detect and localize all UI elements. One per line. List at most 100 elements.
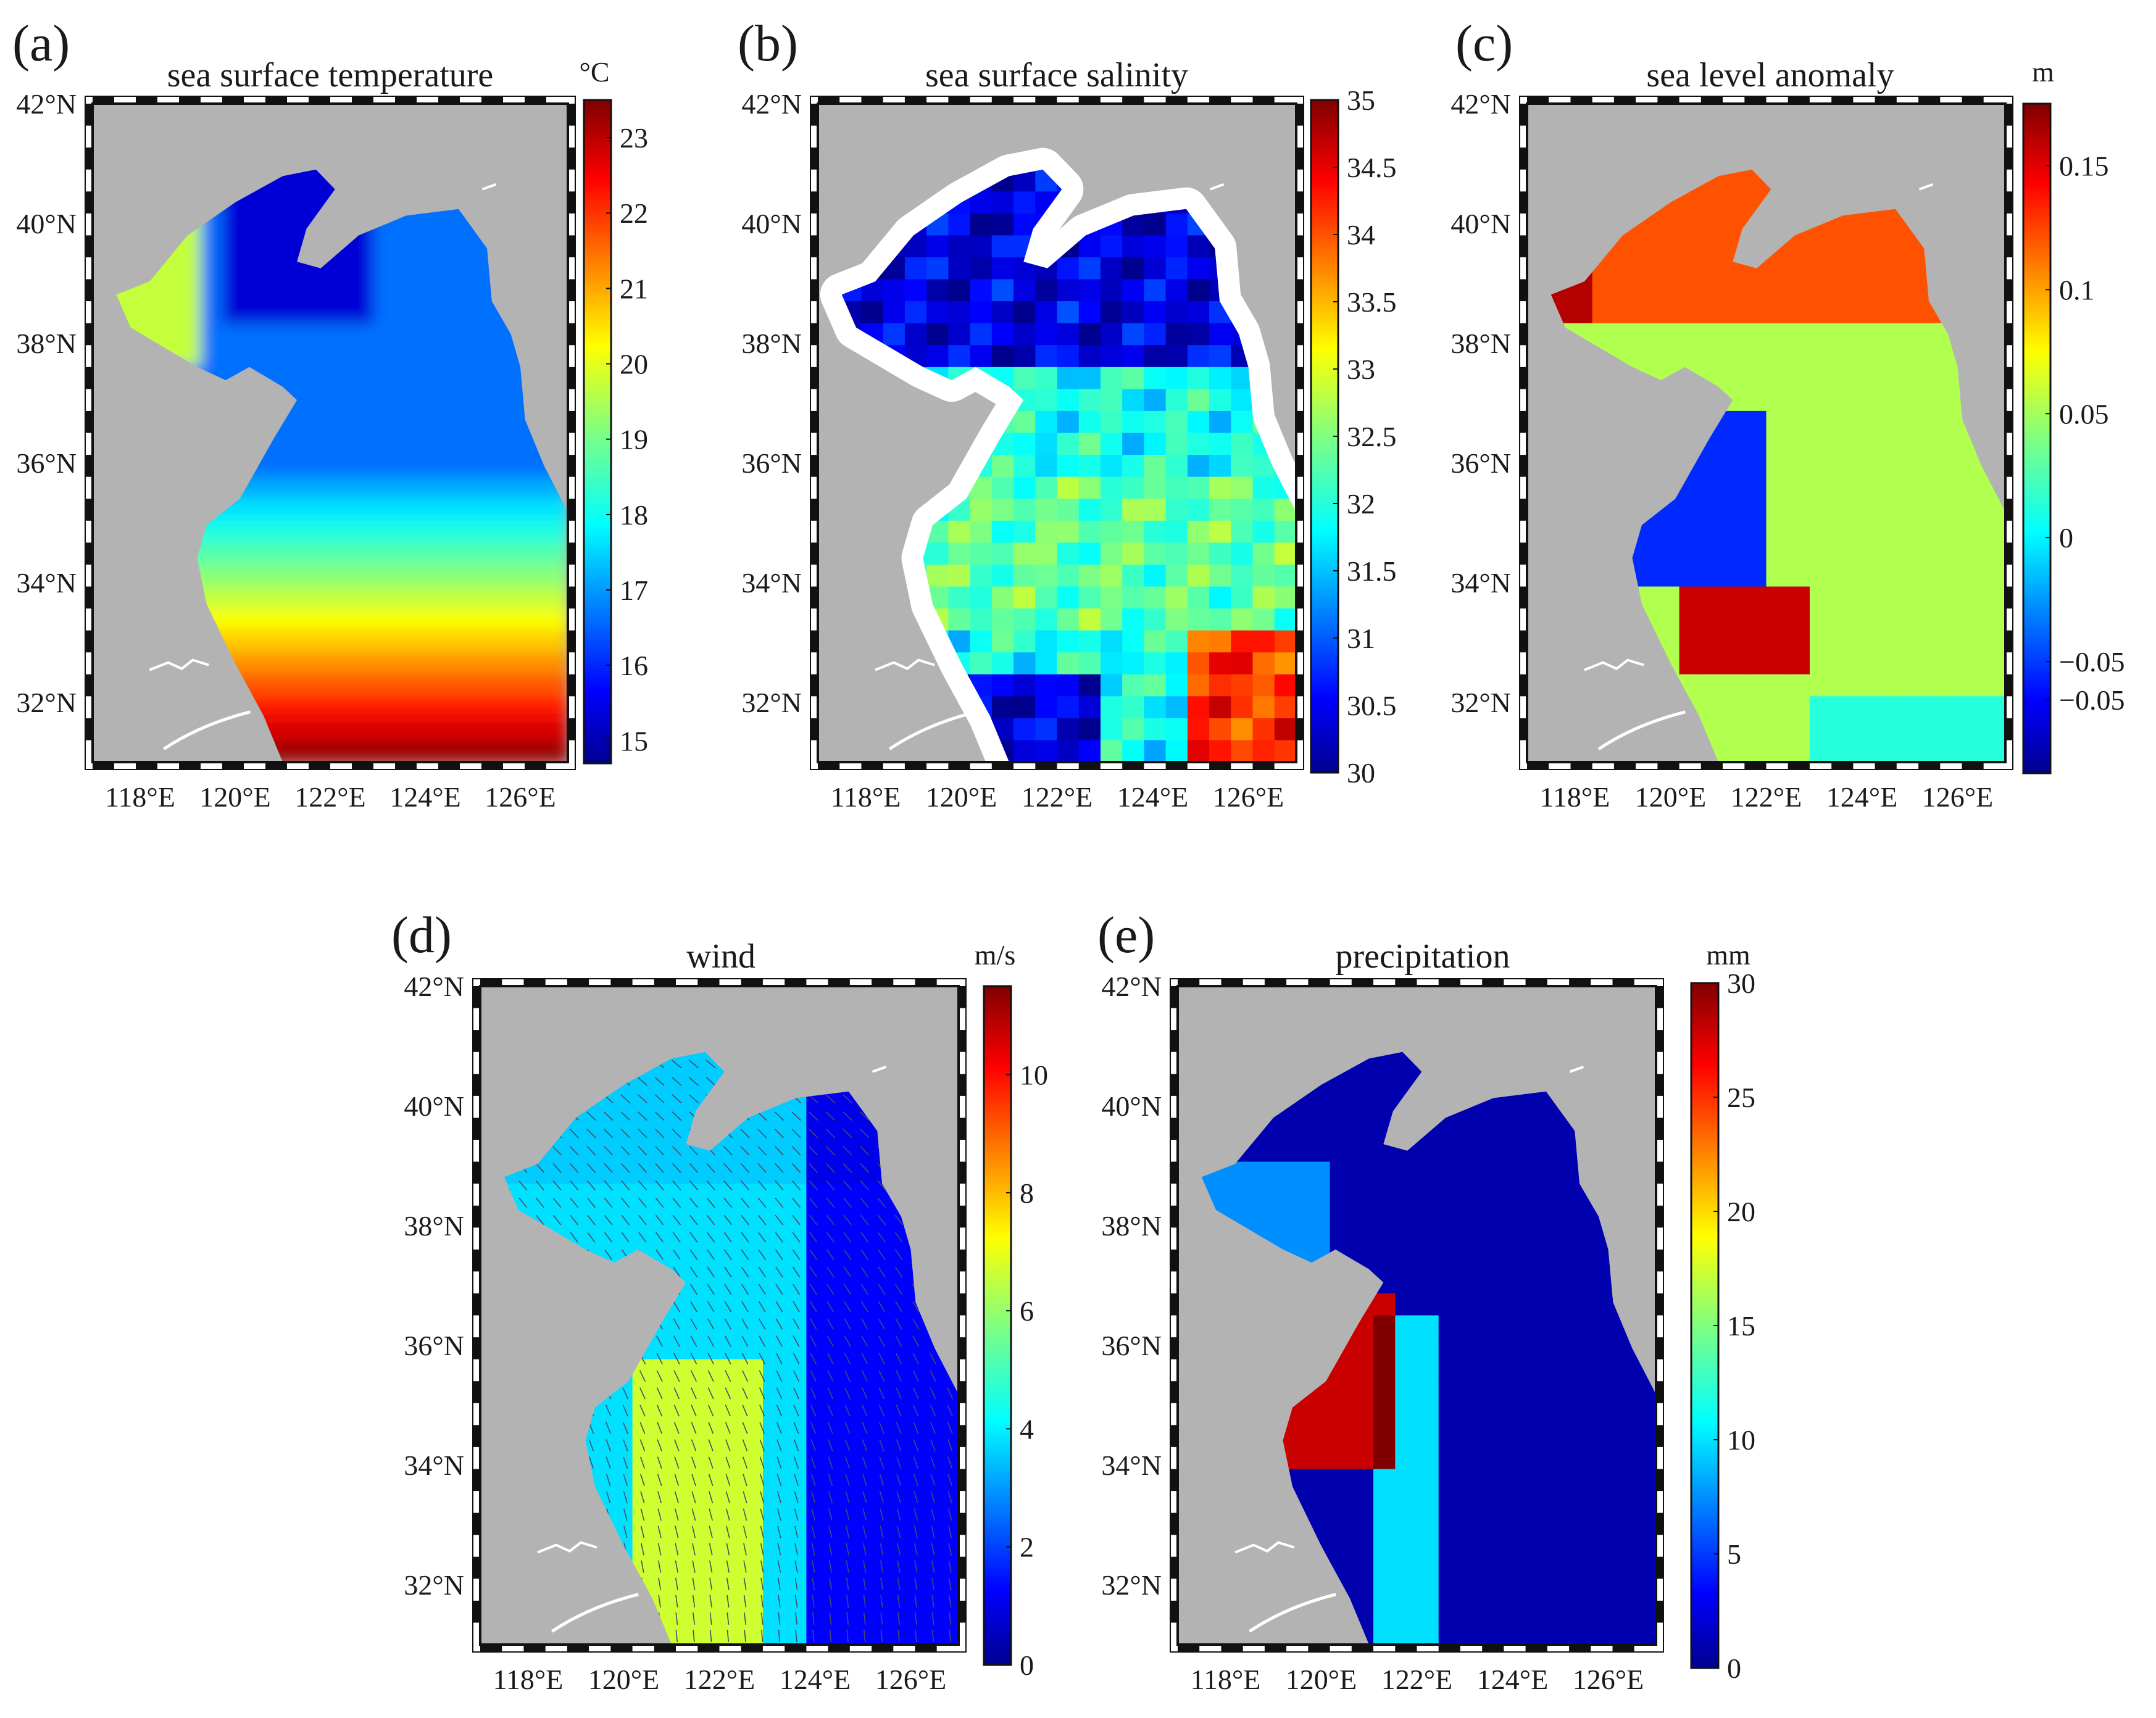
panel-e: (e) precipitation mm 42°N 40°N 38°N 36°N 34°N 32… (1097, 907, 1755, 1695)
colorbar-tick-label: 22 (620, 197, 648, 229)
colorbar-tick-label: 34.5 (1347, 152, 1397, 183)
lat-tick-label: 38°N (1451, 328, 1511, 359)
colorbar-tick-label: 15 (1727, 1310, 1755, 1342)
colorbar-tick-label: 0.15 (2059, 150, 2109, 181)
lat-tick-label: 40°N (741, 208, 802, 239)
colorbar-tick-label: 30 (1727, 968, 1755, 999)
lat-tick-label: 36°N (16, 447, 77, 479)
colorbar-tick-label: 15 (620, 725, 648, 757)
lat-tick-label: 34°N (16, 567, 77, 599)
panel-label: (d) (391, 907, 452, 964)
lon-tick-label: 126°E (1573, 1664, 1644, 1695)
lon-tick-label: 122°E (1731, 781, 1802, 813)
coastline-detail (1234, 1065, 1584, 1633)
lon-tick-label: 122°E (1022, 781, 1093, 813)
lon-tick-label: 120°E (588, 1664, 660, 1695)
lon-tick-label: 120°E (1286, 1664, 1357, 1695)
colorbar-tick-label: 20 (1727, 1196, 1755, 1227)
colorbar-unit: mm (1706, 939, 1750, 971)
lon-tick-label: 118°E (1540, 781, 1610, 813)
coastline-detail (1584, 183, 1934, 750)
colorbar-tick-label: 20 (620, 349, 648, 380)
colorbar-tick-label: 6 (1020, 1295, 1034, 1327)
lon-tick-label: 124°E (1477, 1664, 1549, 1695)
panel-title: sea level anomaly (1646, 56, 1894, 94)
lat-tick-label: 32°N (16, 687, 77, 718)
colorbar-tick-label: 18 (620, 499, 648, 531)
colorbar-tick-label: 33 (1347, 354, 1375, 385)
lat-tick-label: 42°N (741, 88, 802, 120)
lon-tick-label: 118°E (831, 781, 901, 813)
colorbar-tick-label: 25 (1727, 1082, 1755, 1113)
panel-a: (a) sea surface temperature °C 42°N 40°N 38°N… (12, 15, 648, 813)
colorbar-tick-label: 32.5 (1347, 421, 1397, 452)
lat-tick-label: 32°N (404, 1569, 464, 1601)
lat-tick-label: 42°N (1101, 971, 1162, 1002)
colorbar-tick-label: 10 (1020, 1059, 1048, 1090)
lat-tick-label: 36°N (404, 1330, 464, 1361)
colorbar-tick-label: 33.5 (1347, 286, 1397, 318)
colorbar-tick-label: 34 (1347, 219, 1375, 251)
lon-tick-label: 124°E (780, 1664, 851, 1695)
lat-tick-label: 38°N (1101, 1210, 1162, 1242)
colorbar-tick-label: 32 (1347, 488, 1375, 520)
colorbar-tick-label: 0.05 (2059, 398, 2109, 430)
colorbar-tick-label: 31 (1347, 623, 1375, 654)
colorbar-tick-label: −0.05 (2059, 684, 2125, 716)
colorbar-tick-label: 21 (620, 273, 648, 304)
coastline-detail (149, 183, 497, 750)
lat-tick-label: 36°N (741, 447, 802, 479)
colorbar-tick-label: 0.1 (2059, 274, 2095, 305)
lat-tick-label: 38°N (741, 328, 802, 359)
lat-tick-label: 34°N (1101, 1450, 1162, 1481)
lat-tick-label: 36°N (1101, 1330, 1162, 1361)
panel-label: (a) (12, 15, 70, 72)
colorbar-tick-label: 19 (620, 424, 648, 455)
lon-tick-label: 124°E (1826, 781, 1898, 813)
colorbar-tick-label: 35 (1347, 85, 1375, 116)
lat-tick-label: 40°N (404, 1090, 464, 1122)
panel-b: (b) sea surface salinity 42°N 40°N 38°N 36°N 3… (738, 15, 1397, 813)
panel-title: sea surface temperature (167, 56, 494, 94)
colorbar (583, 99, 612, 765)
colorbar-tick-label: 4 (1020, 1413, 1034, 1445)
panel-label: (c) (1455, 15, 1513, 72)
lat-tick-label: 32°N (741, 687, 802, 718)
lat-tick-label: 32°N (1101, 1569, 1162, 1601)
lat-tick-label: 34°N (741, 567, 802, 599)
panel-title: wind (686, 937, 755, 976)
colorbar-tick-label: 0 (1020, 1650, 1034, 1681)
lon-tick-label: 124°E (1117, 781, 1189, 813)
colorbar-tick-label: 30.5 (1347, 690, 1397, 721)
colorbar-tick-label: 16 (620, 650, 648, 681)
lon-tick-label: 126°E (1213, 781, 1284, 813)
panel-title: precipitation (1335, 937, 1510, 976)
lat-tick-label: 40°N (16, 208, 77, 239)
lon-tick-label: 124°E (389, 781, 461, 813)
panel-label: (e) (1097, 907, 1155, 964)
panel-label: (b) (738, 15, 798, 72)
lat-tick-label: 36°N (1451, 447, 1511, 479)
lon-tick-label: 118°E (105, 781, 175, 813)
lat-tick-label: 40°N (1451, 208, 1511, 239)
panel-d: (d) wind m/s 42°N 40°N 38°N 36°N 34°N 32°N 118°E 1… (391, 907, 1048, 1695)
lat-tick-label: 34°N (1451, 567, 1511, 599)
lon-tick-label: 120°E (199, 781, 271, 813)
lon-tick-label: 126°E (875, 1664, 947, 1695)
panel-title: sea surface salinity (925, 56, 1188, 94)
coastline-detail (875, 183, 1225, 750)
colorbar-tick-label: 23 (620, 122, 648, 154)
lon-tick-label: 122°E (1381, 1664, 1453, 1695)
lon-tick-label: 118°E (493, 1664, 564, 1695)
lon-tick-label: 118°E (1191, 1664, 1261, 1695)
colorbar-tick-label: 2 (1020, 1532, 1034, 1563)
colorbar-unit: m/s (975, 939, 1015, 971)
lat-tick-label: 42°N (404, 971, 464, 1002)
lat-tick-label: 42°N (1451, 88, 1511, 120)
colorbar-tick-label: 8 (1020, 1177, 1034, 1209)
lat-tick-label: 40°N (1101, 1090, 1162, 1122)
lat-tick-label: 32°N (1451, 687, 1511, 718)
lon-tick-label: 126°E (1922, 781, 1994, 813)
lon-tick-label: 120°E (1635, 781, 1707, 813)
colorbar-tick-label: 31.5 (1347, 555, 1397, 587)
